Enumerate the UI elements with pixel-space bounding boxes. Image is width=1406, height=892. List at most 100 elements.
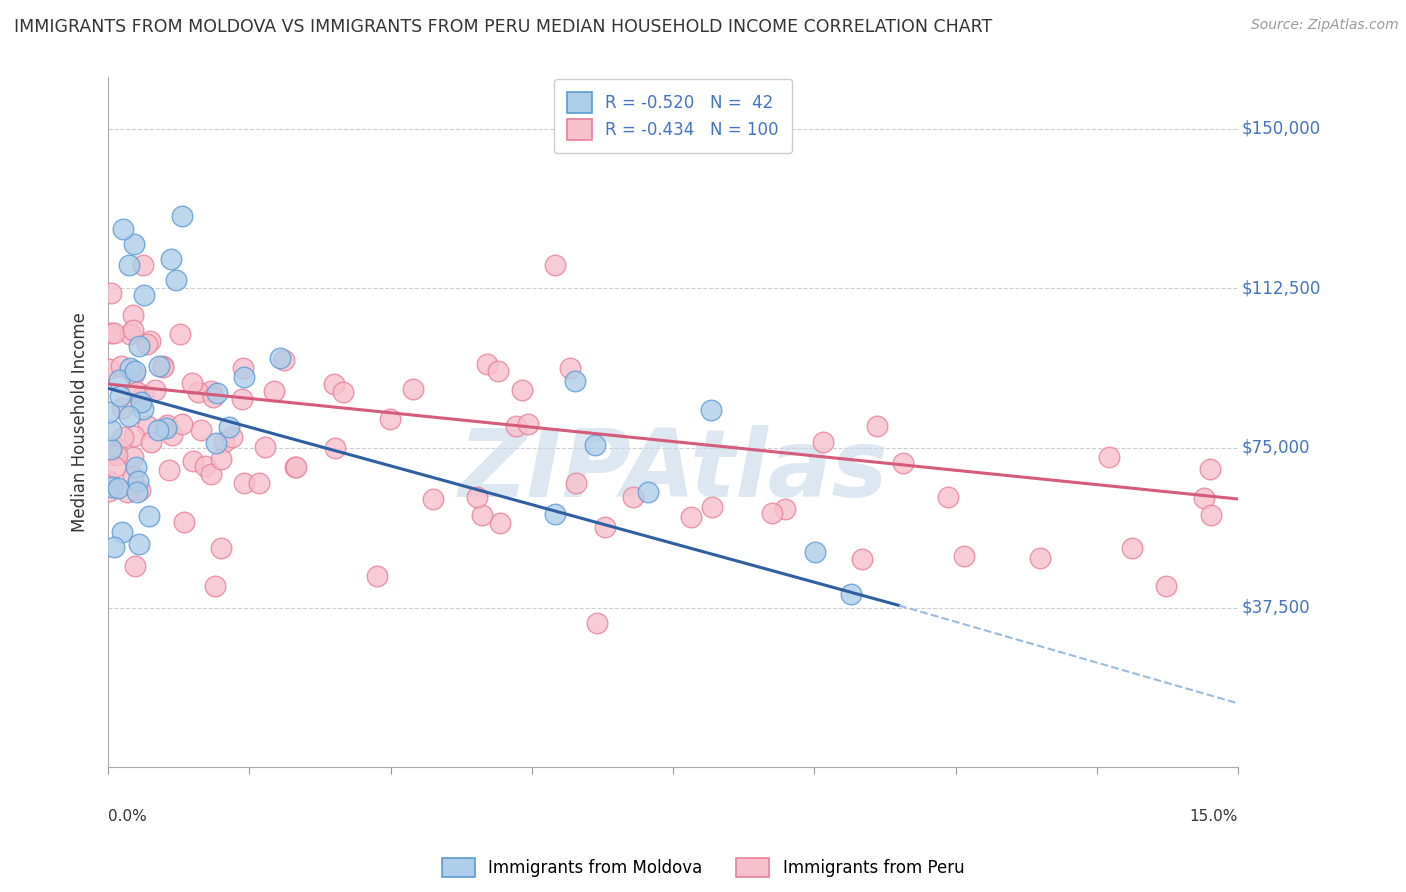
Point [120, 326, 142, 341]
Point [700, 500, 723, 514]
Point [139, 334, 162, 349]
Point [891, 456, 914, 470]
Point [157, 463, 180, 477]
Point [111, 430, 134, 444]
Point [132, 402, 155, 417]
Point [489, 516, 512, 530]
Point [155, 420, 177, 434]
Text: $112,500: $112,500 [1241, 279, 1320, 297]
Point [108, 389, 131, 403]
Point [152, 359, 174, 373]
Point [132, 388, 155, 402]
Point [402, 383, 425, 397]
Point [103, 439, 125, 453]
Point [100, 286, 122, 301]
Point [103, 540, 125, 554]
Point [205, 436, 228, 450]
Point [110, 359, 132, 373]
Point [125, 460, 148, 475]
Point [170, 209, 193, 223]
Y-axis label: Median Household Income: Median Household Income [72, 312, 89, 533]
Point [700, 402, 723, 417]
Point [135, 337, 157, 351]
Text: 15.0%: 15.0% [1189, 809, 1239, 823]
Point [586, 615, 609, 630]
Point [204, 579, 226, 593]
Point [585, 438, 607, 452]
Point [231, 392, 253, 407]
Point [132, 287, 155, 301]
Point [505, 419, 527, 434]
Point [565, 476, 588, 491]
Point [103, 326, 125, 341]
Point [173, 516, 195, 530]
Point [194, 458, 217, 473]
Point [98, 361, 121, 376]
Point [122, 367, 145, 381]
Point [169, 327, 191, 342]
Point [190, 423, 212, 437]
Point [471, 508, 494, 522]
Point [124, 429, 146, 443]
Point [121, 323, 143, 337]
Point [104, 446, 127, 460]
Point [1028, 551, 1050, 566]
Point [284, 459, 307, 474]
Point [152, 360, 174, 375]
Point [148, 359, 170, 374]
Point [118, 409, 141, 423]
Point [422, 492, 444, 507]
Point [249, 476, 271, 491]
Point [477, 357, 499, 371]
Point [121, 450, 143, 465]
Point [269, 351, 291, 365]
Point [953, 549, 976, 563]
Point [200, 384, 222, 399]
Point [122, 237, 145, 252]
Point [761, 506, 783, 520]
Point [170, 417, 193, 432]
Point [221, 429, 243, 443]
Point [111, 401, 134, 416]
Point [811, 434, 834, 449]
Point [100, 480, 122, 494]
Point [851, 551, 873, 566]
Point [516, 417, 538, 431]
Point [117, 259, 139, 273]
Point [201, 390, 224, 404]
Point [139, 435, 162, 450]
Point [124, 364, 146, 378]
Point [322, 376, 344, 391]
Point [100, 326, 122, 340]
Point [128, 537, 150, 551]
Point [159, 252, 181, 266]
Point [263, 384, 285, 398]
Point [98, 483, 121, 498]
Point [560, 360, 582, 375]
Point [98, 405, 121, 419]
Point [232, 361, 254, 376]
Point [118, 361, 141, 376]
Point [131, 395, 153, 409]
Point [284, 460, 307, 475]
Point [232, 370, 254, 384]
Point [122, 469, 145, 483]
Point [1121, 541, 1143, 556]
Text: 0.0%: 0.0% [108, 809, 146, 823]
Point [127, 484, 149, 499]
Point [107, 481, 129, 495]
Point [122, 308, 145, 322]
Text: ZIPAtlas: ZIPAtlas [458, 425, 889, 516]
Legend: R = -0.520   N =  42, R = -0.434   N = 100: R = -0.520 N = 42, R = -0.434 N = 100 [554, 78, 792, 153]
Point [621, 490, 644, 504]
Point [366, 569, 388, 583]
Point [803, 545, 825, 559]
Point [465, 490, 488, 504]
Point [1192, 491, 1215, 506]
Point [866, 419, 889, 434]
Point [128, 474, 150, 488]
Point [593, 520, 616, 534]
Point [124, 559, 146, 574]
Point [681, 510, 703, 524]
Point [103, 448, 125, 462]
